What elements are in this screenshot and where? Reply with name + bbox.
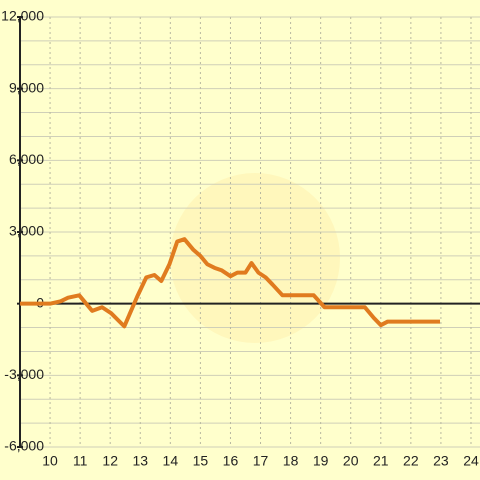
y-tick-label: 12,000 [1, 8, 44, 24]
x-tick-label: 20 [343, 453, 359, 469]
y-tick-label: -6,000 [4, 438, 44, 454]
x-tick-label: 23 [433, 453, 449, 469]
x-tick-label: 19 [313, 453, 329, 469]
x-tick-label: 15 [193, 453, 209, 469]
x-tick-label: 12 [102, 453, 118, 469]
x-tick-label: 13 [132, 453, 148, 469]
y-tick-label: -3,000 [4, 366, 44, 382]
x-tick-label: 22 [403, 453, 419, 469]
y-tick-label: 3,000 [9, 223, 44, 239]
y-tick-label: 6,000 [9, 151, 44, 167]
x-tick-label: 21 [373, 453, 389, 469]
x-tick-label: 14 [163, 453, 179, 469]
x-tick-label: 11 [73, 453, 88, 469]
x-tick-label: 17 [253, 453, 269, 469]
watermark [170, 173, 340, 343]
y-tick-label: 9,000 [9, 79, 44, 95]
line-series [20, 237, 441, 329]
x-tick-label: 16 [223, 453, 239, 469]
x-tick-label: 10 [42, 453, 58, 469]
x-tick-label: 24 [463, 453, 479, 469]
x-tick-label: 18 [283, 453, 299, 469]
